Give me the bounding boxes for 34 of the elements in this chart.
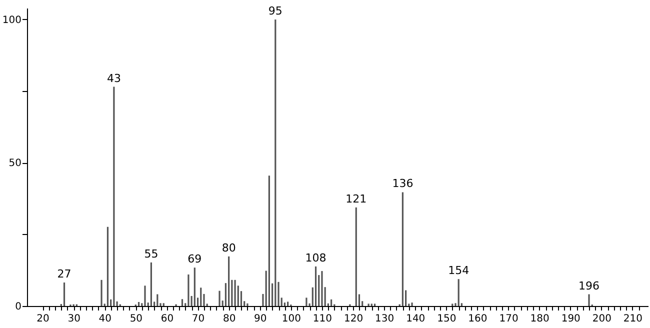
annotation: 27 <box>57 268 72 281</box>
x-tick-label: 200 <box>592 314 612 324</box>
annotation: 43 <box>106 72 121 85</box>
x-tick-label: 30 <box>68 314 80 324</box>
x-tick-label: 20 <box>36 314 50 324</box>
annotation: 69 <box>188 252 202 266</box>
y-tick-label: 50 <box>8 158 22 170</box>
x-tick-label: 120 <box>344 314 364 324</box>
x-tick-label: 90 <box>254 314 267 324</box>
x-tick-label: 140 <box>406 314 426 324</box>
x-tick-label: 70 <box>192 314 205 324</box>
x-tick-label: 210 <box>623 314 643 324</box>
annotation: 121 <box>346 192 367 206</box>
y-tick-label: 0 <box>15 302 22 312</box>
x-tick-label: 180 <box>530 314 550 324</box>
x-tick-label: 100 <box>282 314 301 324</box>
x-tick-label: 40 <box>98 314 112 324</box>
annotation: 108 <box>305 251 326 264</box>
x-tick-label: 170 <box>499 314 518 324</box>
x-tick-label: 150 <box>437 314 456 324</box>
x-tick-label: 130 <box>375 314 394 324</box>
annotation: 80 <box>222 241 236 254</box>
x-tick-label: 50 <box>130 314 143 324</box>
x-tick-label: 190 <box>561 314 580 324</box>
x-tick-label: 80 <box>222 314 236 324</box>
x-tick-label: 110 <box>312 314 332 324</box>
annotation: 196 <box>578 279 600 292</box>
y-tick-label: 100 <box>2 14 22 26</box>
annotation: 55 <box>144 247 158 260</box>
annotation: 95 <box>268 4 282 18</box>
x-tick-label: 160 <box>468 314 488 324</box>
annotation: 154 <box>448 264 470 278</box>
annotation: 136 <box>392 177 414 190</box>
x-tick-label: 60 <box>160 314 174 324</box>
